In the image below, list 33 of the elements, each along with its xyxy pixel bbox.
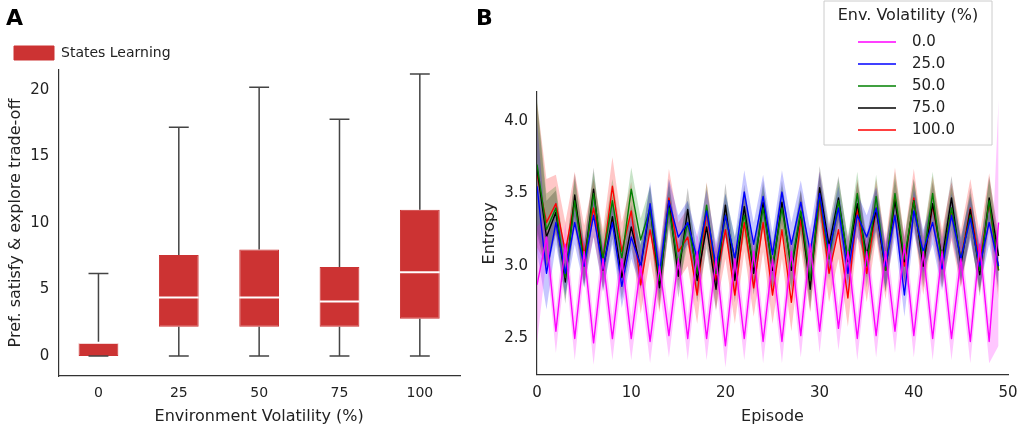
x-tick-label: 25 [169, 384, 188, 401]
legend-label: 50.0 [912, 75, 946, 94]
legend-label: States Learning [61, 43, 171, 60]
legend-label: 0.0 [912, 31, 936, 50]
x-tick-label: 100 [406, 384, 434, 401]
y-tick-label: 3.0 [504, 255, 529, 274]
y-tick-label: 20 [30, 79, 50, 98]
chart-title: A [6, 4, 24, 30]
x-axis-title: Environment Volatility (%) [154, 405, 364, 425]
x-tick-label: 50 [998, 382, 1018, 401]
y-tick-label: 4.0 [504, 110, 529, 129]
x-tick-label: 0 [532, 382, 542, 401]
x-tick-label: 30 [810, 382, 830, 401]
y-tick-label: 0 [39, 345, 50, 364]
x-tick-label: 20 [715, 382, 735, 401]
x-axis-title: Episode [741, 405, 804, 425]
y-axis-title: Entropy [478, 202, 498, 265]
legend-label: 100.0 [912, 119, 955, 138]
legend-label: 75.0 [912, 97, 946, 116]
x-tick-label: 40 [904, 382, 924, 401]
x-tick-label: 0 [94, 384, 103, 401]
y-tick-label: 2.5 [504, 328, 529, 347]
y-tick-label: 5 [39, 279, 50, 298]
y-tick-label: 3.5 [504, 183, 529, 202]
legend-title: Env. Volatility (%) [837, 5, 979, 25]
x-tick-label: 10 [621, 382, 641, 401]
y-axis-title: Pref. satisfy & explore trade-off [4, 97, 24, 348]
x-tick-label: 50 [250, 384, 269, 401]
x-tick-label: 75 [330, 384, 349, 401]
legend-label: 25.0 [912, 53, 946, 72]
chart-title: B [476, 4, 493, 30]
y-tick-label: 15 [30, 146, 50, 165]
y-tick-label: 10 [30, 212, 50, 231]
